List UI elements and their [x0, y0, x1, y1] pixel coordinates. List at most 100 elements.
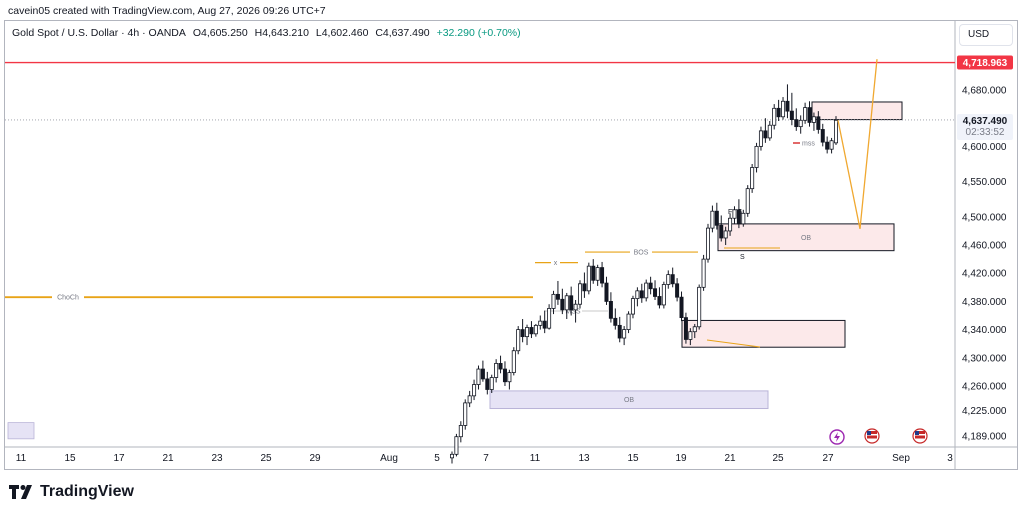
candle-body[interactable]: [794, 119, 799, 128]
candle-body[interactable]: [692, 326, 697, 333]
candle-body[interactable]: [683, 317, 688, 340]
candle-body[interactable]: [772, 107, 777, 126]
candle-body[interactable]: [736, 209, 741, 225]
candle-body[interactable]: [644, 282, 649, 299]
candle-body[interactable]: [750, 167, 755, 190]
currency-button[interactable]: USD: [959, 24, 1013, 46]
candle-body[interactable]: [666, 274, 671, 285]
candle-body[interactable]: [763, 130, 768, 139]
candle-body[interactable]: [798, 119, 803, 128]
candle-body[interactable]: [538, 320, 543, 326]
candle-body[interactable]: [617, 324, 622, 339]
candle-body[interactable]: [573, 303, 578, 311]
candle-body[interactable]: [551, 293, 556, 309]
candle-body[interactable]: [595, 267, 600, 281]
candle-body[interactable]: [657, 296, 662, 306]
candle-body[interactable]: [569, 295, 574, 311]
candle-body[interactable]: [781, 100, 786, 118]
candle-body[interactable]: [776, 107, 781, 118]
candle-body[interactable]: [485, 378, 490, 390]
candle-body[interactable]: [542, 320, 547, 329]
candle-body[interactable]: [463, 402, 468, 426]
candle-body[interactable]: [714, 210, 719, 226]
candle-body[interactable]: [586, 265, 591, 292]
candle-body[interactable]: [829, 140, 834, 150]
candle-body[interactable]: [825, 141, 830, 150]
candle-body[interactable]: [564, 295, 569, 311]
candle-body[interactable]: [723, 230, 728, 239]
candle-body[interactable]: [741, 212, 746, 225]
candle-body[interactable]: [679, 296, 684, 319]
candle-body[interactable]: [507, 372, 512, 383]
candle-body[interactable]: [697, 286, 702, 328]
candle-body[interactable]: [458, 425, 463, 438]
candle-body[interactable]: [785, 100, 790, 112]
trend-line[interactable]: [706, 339, 761, 348]
zone-box[interactable]: [717, 223, 895, 252]
zone-box[interactable]: [681, 319, 846, 348]
candle-body[interactable]: [533, 324, 538, 335]
candle-body[interactable]: [502, 368, 507, 383]
candle-body[interactable]: [706, 227, 711, 260]
candle-body[interactable]: [578, 283, 583, 305]
candle-body[interactable]: [767, 124, 772, 139]
time-axis-tick: 19: [675, 453, 687, 464]
candle-body[interactable]: [807, 107, 812, 123]
candle-body[interactable]: [480, 368, 485, 380]
candle-body[interactable]: [732, 209, 737, 219]
candle-body[interactable]: [454, 436, 459, 455]
candle-body[interactable]: [604, 282, 609, 302]
candle-body[interactable]: [520, 329, 525, 338]
tradingview-logo[interactable]: TradingView: [9, 483, 134, 501]
symbol-title[interactable]: Gold Spot / U.S. Dollar · 4h · OANDA: [12, 27, 186, 39]
candle-body[interactable]: [472, 384, 477, 397]
zone-box[interactable]: [811, 101, 903, 121]
candle-body[interactable]: [701, 258, 706, 288]
candle-body[interactable]: [582, 283, 587, 292]
candle-body[interactable]: [635, 290, 640, 299]
candle-body[interactable]: [476, 368, 481, 385]
candle-body[interactable]: [555, 293, 560, 300]
candle-body[interactable]: [622, 329, 627, 339]
candle-body[interactable]: [608, 301, 613, 319]
candle-body[interactable]: [626, 313, 631, 330]
zone-box[interactable]: [489, 390, 769, 410]
candle-body[interactable]: [758, 130, 763, 147]
candle-body[interactable]: [688, 331, 693, 340]
candle-body[interactable]: [529, 327, 534, 335]
candle-body[interactable]: [728, 217, 733, 232]
candle-body[interactable]: [670, 274, 675, 285]
candle-body[interactable]: [511, 350, 516, 373]
candle-body[interactable]: [745, 188, 750, 214]
candle-body[interactable]: [820, 129, 825, 143]
candle-body[interactable]: [600, 267, 605, 284]
candle-body[interactable]: [834, 119, 839, 144]
candle-body[interactable]: [467, 395, 472, 404]
projection-path[interactable]: [837, 59, 878, 229]
candle-body[interactable]: [653, 288, 658, 297]
candle-body[interactable]: [449, 453, 454, 459]
candle-body[interactable]: [547, 308, 552, 329]
candle-body[interactable]: [494, 363, 499, 378]
candle-body[interactable]: [498, 363, 503, 370]
candle-body[interactable]: [719, 224, 724, 239]
candle-body[interactable]: [560, 298, 565, 311]
candle-body[interactable]: [661, 284, 666, 306]
zone-box[interactable]: [7, 422, 35, 440]
candle-body[interactable]: [811, 116, 816, 123]
candle-body[interactable]: [803, 107, 808, 121]
candle-body[interactable]: [591, 265, 596, 281]
candle-body[interactable]: [613, 317, 618, 326]
candle-body[interactable]: [789, 110, 794, 120]
candle-body[interactable]: [516, 329, 521, 352]
candle-body[interactable]: [710, 210, 715, 229]
candle-body[interactable]: [648, 282, 653, 290]
candle-body[interactable]: [675, 283, 680, 298]
candle-body[interactable]: [630, 298, 635, 315]
candle-body[interactable]: [816, 116, 821, 130]
candle-body[interactable]: [754, 145, 759, 168]
candle-body[interactable]: [489, 377, 494, 390]
candle-body[interactable]: [525, 327, 530, 338]
candle-body[interactable]: [639, 290, 644, 299]
